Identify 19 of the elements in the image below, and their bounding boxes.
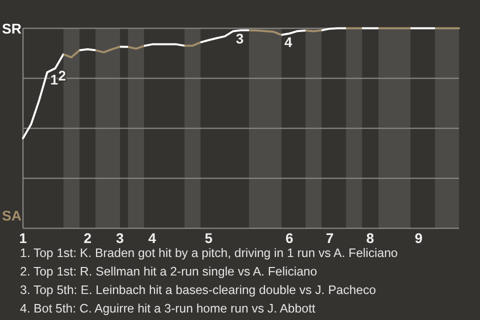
annotation: 1 [50, 71, 58, 88]
x-tick-label: 8 [366, 230, 374, 246]
x-tick-label: 6 [286, 230, 294, 246]
text: 2. Top 1st: R. Sellman hit a 2-run single vs A. Feliciano [20, 264, 318, 278]
text: 3. Top 5th: E. Leinbach hit a bases-clearing double vs J. Pacheco [20, 283, 376, 297]
text: 1. Top 1st: K. Braden got hit by a pitch, driving in 1 run vs A. Feliciano [20, 246, 398, 260]
x-tick-label: 4 [148, 230, 156, 246]
x-tick-label: 7 [326, 230, 334, 246]
x-tick-label: 9 [414, 230, 423, 246]
annotation: 3 [236, 30, 244, 46]
x-tick-label: 2 [84, 230, 92, 246]
x-tick-label: 3 [116, 230, 124, 246]
annotation: 2 [58, 67, 66, 84]
text: 4. Bot 5th: C. Aguirre hit a 3-run home run vs J. Abbott [20, 302, 316, 316]
annotation: 4 [284, 34, 292, 50]
text: SR [2, 20, 22, 36]
x-tick-label: 1 [19, 230, 28, 246]
x-tick-label: 5 [204, 230, 213, 246]
text: SA [2, 207, 22, 224]
